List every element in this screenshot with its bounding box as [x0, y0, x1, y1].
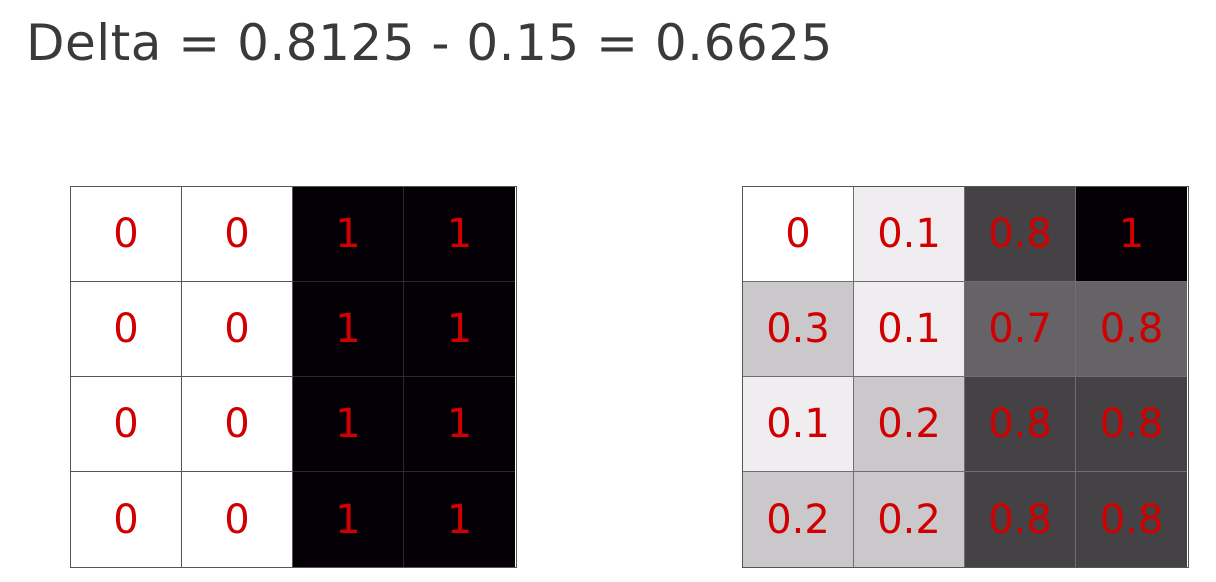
grayscale-grid: 0 0.1 0.8 1 0.3 0.1 0.7 0.8 0.1 0.2 0.8 …: [742, 186, 1189, 568]
grid-cell: 0: [182, 187, 293, 282]
grid-cell: 1: [1076, 187, 1187, 282]
grid-cell: 1: [404, 377, 515, 472]
grid-cell: 1: [293, 282, 404, 377]
grid-cell: 0: [71, 472, 182, 567]
grid-cell: 1: [293, 472, 404, 567]
grid-cell: 0.1: [854, 282, 965, 377]
grid-cell: 1: [404, 187, 515, 282]
grid-cell: 1: [404, 472, 515, 567]
grid-cell: 0: [182, 472, 293, 567]
grid-cell: 0.8: [965, 472, 1076, 567]
grid-cell: 0.1: [854, 187, 965, 282]
grid-cell: 0.7: [965, 282, 1076, 377]
grid-cell: 0.1: [743, 377, 854, 472]
grid-cell: 0.2: [854, 472, 965, 567]
grid-cell: 0: [71, 377, 182, 472]
delta-formula: Delta = 0.8125 - 0.15 = 0.6625: [26, 14, 833, 72]
grid-cell: 0.8: [1076, 377, 1187, 472]
grid-cell: 0.8: [965, 187, 1076, 282]
grid-cell: 0: [182, 377, 293, 472]
grid-cell: 1: [404, 282, 515, 377]
grid-cell: 1: [293, 377, 404, 472]
grid-cell: 0: [71, 282, 182, 377]
grid-cell: 0.8: [1076, 472, 1187, 567]
grid-cell: 0: [743, 187, 854, 282]
grid-cell: 0.8: [965, 377, 1076, 472]
grid-cell: 0.8: [1076, 282, 1187, 377]
grid-cell: 0: [71, 187, 182, 282]
grid-cell: 0.2: [854, 377, 965, 472]
grid-cell: 0: [182, 282, 293, 377]
grid-cell: 1: [293, 187, 404, 282]
grid-cell: 0.2: [743, 472, 854, 567]
grid-cell: 0.3: [743, 282, 854, 377]
binary-grid: 0 0 1 1 0 0 1 1 0 0 1 1 0 0 1 1: [70, 186, 517, 568]
